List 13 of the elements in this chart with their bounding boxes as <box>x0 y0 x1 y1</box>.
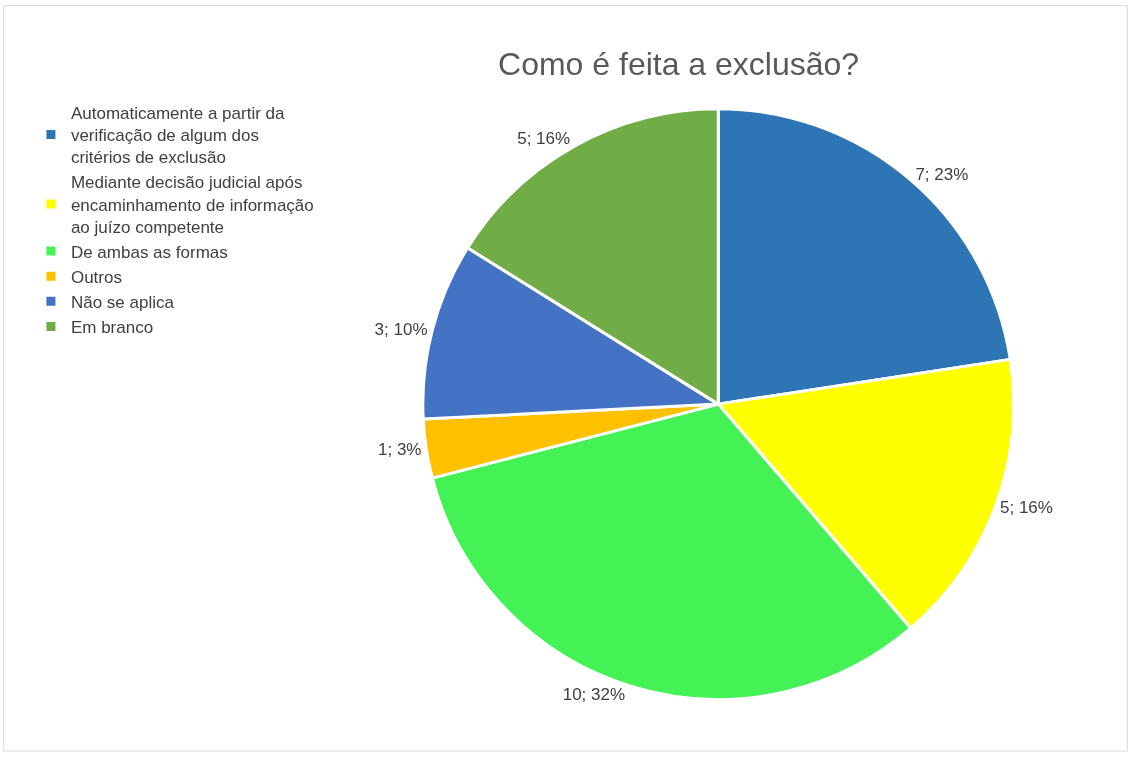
data-label: 3; 10% <box>374 319 428 339</box>
legend-label: Automaticamente a partir da verificação de algum dos critérios de exclusão <box>70 104 286 168</box>
legend-label: Mediante decisão judicial após encaminhamento de informação ao juízo competente <box>70 173 314 237</box>
legend-label: Em branco <box>70 318 154 338</box>
data-label: 1; 3% <box>378 439 422 459</box>
legend-label: De ambas as formas <box>70 242 228 262</box>
legend-label: Não se aplica <box>70 292 175 312</box>
data-label: 5; 16% <box>1000 498 1053 518</box>
data-label: 5; 16% <box>517 129 571 149</box>
legend-label: Outros <box>70 267 122 287</box>
data-label: 10; 32% <box>562 685 626 705</box>
chart-title: Como é feita a exclusão? <box>498 46 860 83</box>
data-label: 7; 23% <box>915 165 969 184</box>
